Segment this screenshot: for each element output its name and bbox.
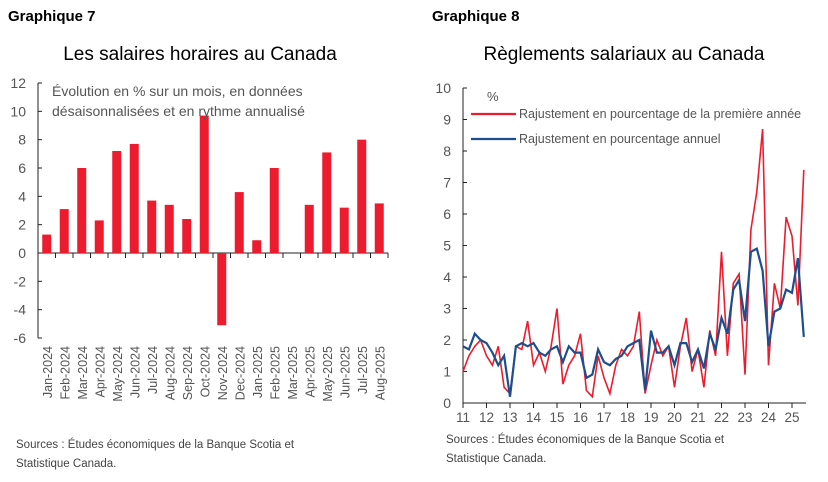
y-tick-label: 10 — [10, 103, 26, 119]
bar-May-2024 — [112, 151, 122, 253]
chart8-title: Règlements salariaux au Canada — [483, 44, 765, 65]
y-tick-label: 6 — [18, 160, 26, 176]
x-tick-label: 12 — [479, 410, 494, 425]
bar-Aug-2024 — [164, 204, 174, 253]
bar-Aug-2025 — [374, 203, 384, 253]
y-tick-label: 12 — [10, 75, 26, 91]
source-line: Sources : Études économiques de la Banqu… — [446, 434, 725, 446]
x-tick-label: 11 — [456, 410, 470, 425]
x-tick-label: Mar-2024 — [76, 346, 90, 400]
y-tick-label: 3 — [443, 301, 451, 317]
bar-Jun-2024 — [129, 143, 139, 253]
y-tick-label: 4 — [18, 188, 26, 204]
chart-annotation: Évolution en % sur un mois, en données — [52, 83, 303, 99]
x-tick-label: 15 — [549, 410, 564, 425]
bar-Feb-2024 — [59, 209, 69, 253]
source-line: Statistique Canada. — [446, 453, 547, 465]
chart7-label: Graphique 7 — [8, 8, 96, 25]
y-tick-label: -6 — [14, 330, 27, 346]
bar-Sep-2024 — [182, 219, 192, 253]
x-tick-label: Jan-2025 — [251, 346, 265, 398]
bar-Nov-2024 — [217, 253, 227, 326]
y-tick-label: 1 — [443, 364, 451, 380]
y-tick-label: -2 — [14, 273, 27, 289]
x-tick-label: Aug-2025 — [373, 346, 387, 400]
x-tick-label: Mar-2025 — [286, 346, 300, 400]
chart-annotation: désaisonnalisées et en rythme annualisé — [52, 103, 305, 119]
bar-Jan-2024 — [42, 234, 52, 253]
y-tick-label: 0 — [18, 245, 26, 261]
y-tick-label: 2 — [443, 332, 451, 348]
x-tick-label: 25 — [784, 410, 799, 425]
x-tick-label: Jan-2024 — [41, 346, 55, 398]
y-tick-label: 8 — [18, 132, 26, 148]
x-tick-label: May-2024 — [111, 346, 125, 402]
x-tick-label: Dec-2024 — [233, 346, 247, 400]
bar-Jul-2025 — [357, 139, 367, 253]
y-tick-label: 5 — [443, 238, 451, 254]
x-tick-label: Sep-2024 — [181, 346, 195, 400]
x-tick-label: 18 — [620, 410, 635, 425]
legend-label: Rajustement en pourcentage annuel — [519, 132, 721, 146]
series-line-annual — [462, 246, 805, 397]
y-tick-label: -4 — [14, 302, 27, 318]
y-tick-label: 8 — [443, 143, 451, 159]
legend-label: Rajustement en pourcentage de la premièr… — [519, 107, 801, 121]
x-tick-label: 16 — [573, 410, 588, 425]
x-tick-label: Apr-2024 — [93, 346, 107, 397]
source-line: Sources : Études économiques de la Banqu… — [16, 439, 295, 451]
x-tick-label: Aug-2024 — [163, 346, 177, 400]
chart8-sources: Sources : Études économiques de la Banqu… — [446, 431, 724, 469]
x-tick-label: Feb-2024 — [58, 346, 72, 400]
x-tick-label: Jul-2025 — [356, 346, 370, 394]
bar-Dec-2024 — [234, 192, 244, 253]
x-tick-label: Apr-2025 — [303, 346, 317, 397]
x-tick-label: 20 — [667, 410, 682, 425]
x-tick-label: Jun-2025 — [338, 346, 352, 398]
x-tick-label: 14 — [526, 410, 542, 425]
chart7-title: Les salaires horaires au Canada — [63, 44, 337, 65]
y-tick-label: 7 — [443, 175, 451, 191]
x-tick-label: 13 — [502, 410, 517, 425]
x-tick-label: May-2025 — [321, 346, 335, 402]
y-tick-label: 4 — [443, 269, 451, 285]
y-tick-label: 10 — [435, 80, 451, 96]
series-line-first-year — [462, 128, 805, 399]
x-tick-label: 19 — [643, 410, 658, 425]
x-tick-label: Feb-2025 — [268, 346, 282, 400]
bar-Mar-2024 — [77, 168, 87, 253]
x-tick-label: Nov-2024 — [216, 346, 230, 400]
x-tick-label: 21 — [690, 410, 705, 425]
bar-May-2025 — [322, 152, 332, 253]
bar-Apr-2025 — [304, 204, 314, 253]
y-unit-label: % — [487, 89, 499, 104]
bar-Jun-2025 — [339, 207, 349, 253]
x-tick-label: 22 — [714, 410, 729, 425]
x-tick-label: Oct-2024 — [198, 346, 212, 397]
x-tick-label: 24 — [761, 410, 777, 425]
y-tick-label: 9 — [443, 112, 451, 128]
y-tick-label: 6 — [443, 206, 451, 222]
bar-Feb-2025 — [269, 168, 279, 253]
chart8-label: Graphique 8 — [432, 8, 520, 25]
x-tick-label: 17 — [596, 410, 611, 425]
y-tick-label: 0 — [443, 395, 451, 411]
bar-Jan-2025 — [252, 240, 262, 253]
bar-Jul-2024 — [147, 200, 157, 253]
x-tick-label: Jul-2024 — [146, 346, 160, 394]
x-tick-label: Jun-2024 — [128, 346, 142, 398]
x-tick-label: 23 — [737, 410, 752, 425]
bar-Apr-2024 — [94, 220, 104, 253]
chart7-sources: Sources : Études économiques de la Banqu… — [16, 436, 294, 474]
y-tick-label: 2 — [18, 217, 26, 233]
bar-Oct-2024 — [199, 115, 209, 253]
source-line: Statistique Canada. — [16, 458, 117, 470]
